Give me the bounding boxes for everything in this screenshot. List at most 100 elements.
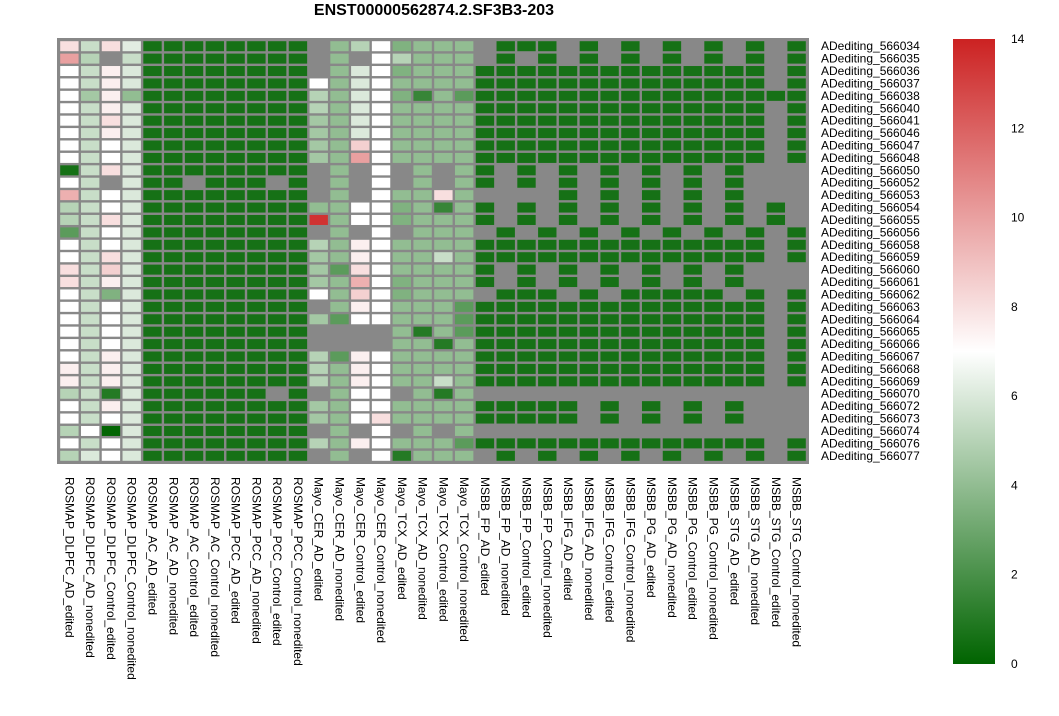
heatmap-cell: [288, 339, 308, 350]
heatmap-cell: [600, 177, 619, 188]
heatmap-cell: [143, 103, 162, 114]
heatmap-cell: [725, 202, 744, 213]
heatmap-cell: [600, 66, 619, 77]
heatmap-cell: [247, 140, 266, 151]
heatmap-cell: [205, 115, 225, 126]
row-label: ADediting_566068: [821, 362, 920, 376]
heatmap-cell: [538, 128, 557, 139]
heatmap-cell: [60, 53, 79, 64]
heatmap-cell: [538, 103, 557, 114]
heatmap-cell: [164, 376, 183, 387]
heatmap-cell: [434, 53, 453, 64]
heatmap-cell: [267, 314, 287, 325]
heatmap-cell: [309, 140, 328, 151]
heatmap-cell: [558, 363, 578, 374]
heatmap-cell: [538, 227, 557, 238]
heatmap-cell: [330, 66, 349, 77]
column-label: Mayo_TCX_Control_nonedited: [457, 477, 471, 642]
heatmap-cell: [351, 41, 370, 52]
heatmap-cell: [787, 227, 806, 238]
heatmap-cell: [184, 413, 204, 424]
heatmap-cell: [371, 363, 391, 374]
heatmap-cell: [80, 239, 100, 250]
heatmap-cell: [704, 376, 723, 387]
column-label: ROSMAP_DLPFC_Control_edited: [104, 477, 118, 660]
heatmap-cell: [351, 339, 370, 350]
heatmap-cell: [143, 301, 162, 312]
heatmap-cell: [247, 177, 266, 188]
heatmap-cell: [143, 190, 162, 201]
heatmap-cell: [600, 227, 619, 238]
row-label: ADediting_566055: [821, 213, 920, 227]
heatmap-cell: [371, 450, 391, 461]
heatmap-cell: [662, 289, 682, 300]
heatmap-cell: [247, 190, 266, 201]
heatmap-cell: [538, 190, 557, 201]
heatmap-cell: [143, 326, 162, 337]
heatmap-cell: [413, 90, 432, 101]
heatmap-cell: [704, 41, 723, 52]
heatmap-cell: [330, 152, 349, 163]
heatmap-cell: [247, 351, 266, 362]
heatmap-cell: [288, 388, 308, 399]
heatmap-cell: [205, 425, 225, 436]
heatmap-cell: [288, 53, 308, 64]
heatmap-cell: [288, 128, 308, 139]
heatmap-cell: [184, 301, 204, 312]
heatmap-cell: [371, 152, 391, 163]
heatmap-cell: [392, 264, 412, 275]
heatmap-cell: [454, 388, 474, 399]
heatmap-cell: [288, 376, 308, 387]
heatmap-cell: [766, 227, 786, 238]
heatmap-cell: [641, 90, 661, 101]
heatmap-cell: [600, 438, 619, 449]
heatmap-cell: [267, 190, 287, 201]
heatmap-cell: [600, 103, 619, 114]
heatmap-cell: [164, 301, 183, 312]
heatmap-cell: [558, 351, 578, 362]
heatmap-cell: [600, 314, 619, 325]
heatmap-cell: [558, 425, 578, 436]
heatmap-cell: [330, 351, 349, 362]
heatmap-cell: [704, 339, 723, 350]
heatmap-cell: [143, 289, 162, 300]
heatmap-cell: [766, 425, 786, 436]
heatmap-cell: [101, 128, 121, 139]
heatmap-cell: [101, 326, 121, 337]
heatmap-cell: [745, 277, 765, 288]
heatmap-cell: [745, 78, 765, 89]
heatmap-cell: [247, 388, 266, 399]
heatmap-cell: [454, 103, 474, 114]
heatmap-cell: [309, 264, 328, 275]
heatmap-cell: [288, 202, 308, 213]
heatmap-cell: [247, 202, 266, 213]
heatmap-cell: [683, 252, 702, 263]
heatmap-cell: [683, 339, 702, 350]
heatmap-cell: [184, 140, 204, 151]
heatmap-cell: [143, 314, 162, 325]
column-labels: ROSMAP_DLPFC_AD_edited ROSMAP_DLPFC_AD_no…: [62, 477, 803, 680]
heatmap-cell: [683, 140, 702, 151]
heatmap-cell: [164, 41, 183, 52]
row-label: ADediting_566066: [821, 337, 920, 351]
heatmap-cell: [330, 190, 349, 201]
heatmap-cell: [80, 401, 100, 412]
heatmap-cell: [226, 202, 245, 213]
heatmap-cell: [579, 450, 599, 461]
heatmap-cell: [600, 301, 619, 312]
heatmap-cell: [330, 252, 349, 263]
heatmap-cell: [309, 152, 328, 163]
heatmap-cell: [143, 202, 162, 213]
heatmap-cell: [558, 165, 578, 176]
heatmap-cell: [392, 289, 412, 300]
heatmap-cell: [704, 140, 723, 151]
heatmap-cell: [579, 214, 599, 225]
heatmap-cell: [725, 339, 744, 350]
heatmap-cell: [351, 376, 370, 387]
heatmap-cell: [226, 227, 245, 238]
heatmap-cell: [745, 339, 765, 350]
heatmap-cell: [766, 177, 786, 188]
heatmap-cell: [579, 177, 599, 188]
heatmap-cell: [247, 301, 266, 312]
heatmap-cell: [496, 413, 515, 424]
